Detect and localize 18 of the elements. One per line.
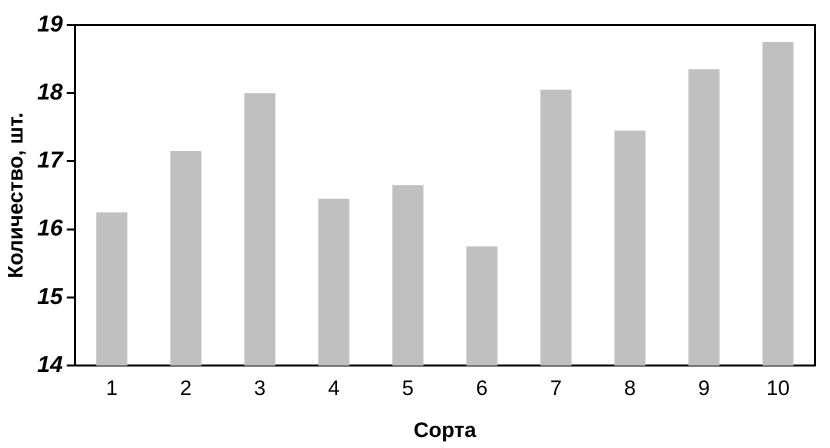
y-axis-title: Количество, шт. [4,112,28,278]
y-tick-label: 17 [37,146,64,173]
x-axis-title: Сорта [414,419,476,442]
y-tick-label: 19 [37,10,63,36]
y-tick-label: 16 [37,214,63,241]
y-tick-label: 15 [37,282,64,309]
x-tick-label: 1 [106,376,118,400]
x-tick-label: 3 [254,376,266,400]
x-tick-label: 8 [624,376,636,400]
x-tick-label: 6 [476,376,488,400]
x-tick-label: 10 [766,376,790,400]
x-tick-label: 2 [180,376,192,400]
y-tick-label: 14 [37,350,63,377]
x-tick-label: 9 [698,376,710,400]
x-tick-label: 5 [402,376,414,400]
y-tick-label: 18 [37,78,63,104]
x-tick-label: 4 [328,376,340,400]
x-tick-label: 7 [550,376,562,400]
